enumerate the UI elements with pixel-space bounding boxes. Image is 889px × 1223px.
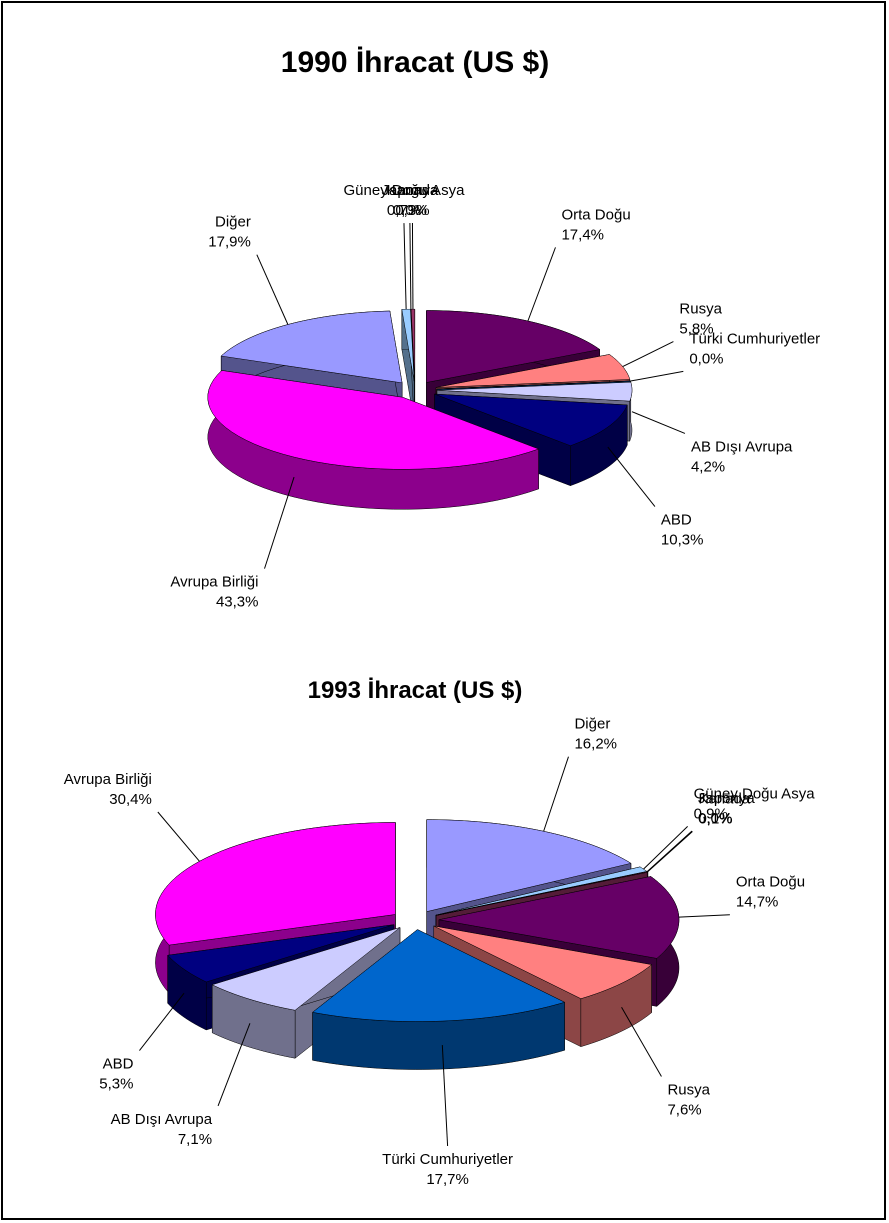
slice-value-label: 0,0%: [689, 350, 723, 367]
slice-value-label: 0,7%: [387, 202, 421, 219]
slice-value-label: 16,2%: [574, 736, 617, 753]
leader-line: [441, 1045, 449, 1147]
slice-value-label: 14,7%: [736, 894, 779, 911]
slice-label: Orta Doğu: [736, 874, 805, 891]
pie-slice: [426, 819, 632, 912]
pie-slice: [207, 370, 540, 470]
leader-line: [409, 223, 412, 310]
pie-slice: [436, 381, 633, 402]
slice-value-label: 5,8%: [679, 321, 713, 338]
leader-line: [643, 825, 688, 870]
slice-value-label: 10,3%: [661, 532, 704, 549]
leader-line: [622, 341, 674, 368]
slice-label: Türki Cumhuriyetler: [689, 330, 820, 347]
slice-label: Avrupa Birliği: [170, 574, 258, 591]
slice-label: Orta Doğu: [561, 206, 630, 223]
slice-label: Kanada: [387, 182, 439, 199]
leader-line: [543, 756, 569, 832]
slice-label: Güney Doğu Asya: [344, 182, 466, 199]
slice-value-label: 30,4%: [109, 791, 152, 808]
leader-line: [621, 1007, 662, 1077]
slice-label: Japonya: [382, 182, 439, 199]
slice-label: Türki Cumhuriyetler: [382, 1151, 513, 1168]
chart-title: 1990 İhracat (US $): [281, 46, 549, 79]
leader-line: [630, 370, 684, 382]
slice-label: Rusya: [667, 1081, 710, 1098]
leader-line: [646, 830, 693, 872]
pie-slice: [434, 393, 628, 446]
pie-slice: [401, 308, 415, 382]
pie-slice: [433, 925, 653, 999]
slice-label: ABD: [103, 1056, 134, 1073]
slice-value-label: 0,0%: [393, 202, 427, 219]
leader-line: [411, 223, 414, 310]
slice-value-label: 43,3%: [216, 594, 259, 611]
slice-label: Rusya: [679, 301, 722, 318]
leader-line: [631, 411, 686, 434]
pie-slice: [410, 308, 416, 382]
leader-line: [157, 811, 200, 862]
slice-value-label: 0,3%: [395, 202, 429, 219]
slice-value-label: 17,7%: [426, 1171, 469, 1188]
pie-slice: [438, 876, 680, 959]
leader-line: [256, 254, 289, 325]
slice-label: AB Dışı Avrupa: [111, 1111, 213, 1128]
pie-slice: [436, 380, 631, 390]
slice-label: Kanada: [698, 790, 750, 807]
leader-line: [264, 476, 295, 569]
leader-line: [403, 223, 407, 310]
pie-slice: [435, 866, 648, 916]
slice-value-label: 7,1%: [178, 1131, 212, 1148]
slice-value-label: 0,9%: [694, 805, 728, 822]
slice-label: AB Dışı Avrupa: [691, 438, 793, 455]
slice-label: Diğer: [574, 716, 610, 733]
slice-value-label: 7,6%: [667, 1101, 701, 1118]
pie-slice: [311, 929, 566, 1022]
slice-label: Japonya: [698, 790, 755, 807]
slice-label: Güney Doğu Asya: [694, 785, 816, 802]
slice-label: Diğer: [215, 214, 251, 231]
leader-line: [607, 446, 656, 507]
slice-label: Avrupa Birliği: [64, 771, 152, 788]
leader-line: [139, 992, 185, 1051]
slice-value-label: 5,3%: [99, 1076, 133, 1093]
slice-value-label: 0,0%: [698, 810, 732, 827]
leader-line: [678, 914, 730, 918]
pie-slice: [211, 927, 401, 1011]
slice-value-label: 4,2%: [691, 458, 725, 475]
pie-slice: [167, 924, 395, 983]
slice-value-label: 17,9%: [208, 234, 251, 251]
leader-line: [527, 247, 556, 322]
chart-title: 1993 İhracat (US $): [308, 677, 523, 704]
slice-value-label: 0,1%: [698, 810, 732, 827]
slice-value-label: 17,4%: [561, 226, 604, 243]
leader-line: [647, 831, 693, 873]
leader-line: [217, 1023, 251, 1107]
slice-label: ABD: [661, 512, 692, 529]
